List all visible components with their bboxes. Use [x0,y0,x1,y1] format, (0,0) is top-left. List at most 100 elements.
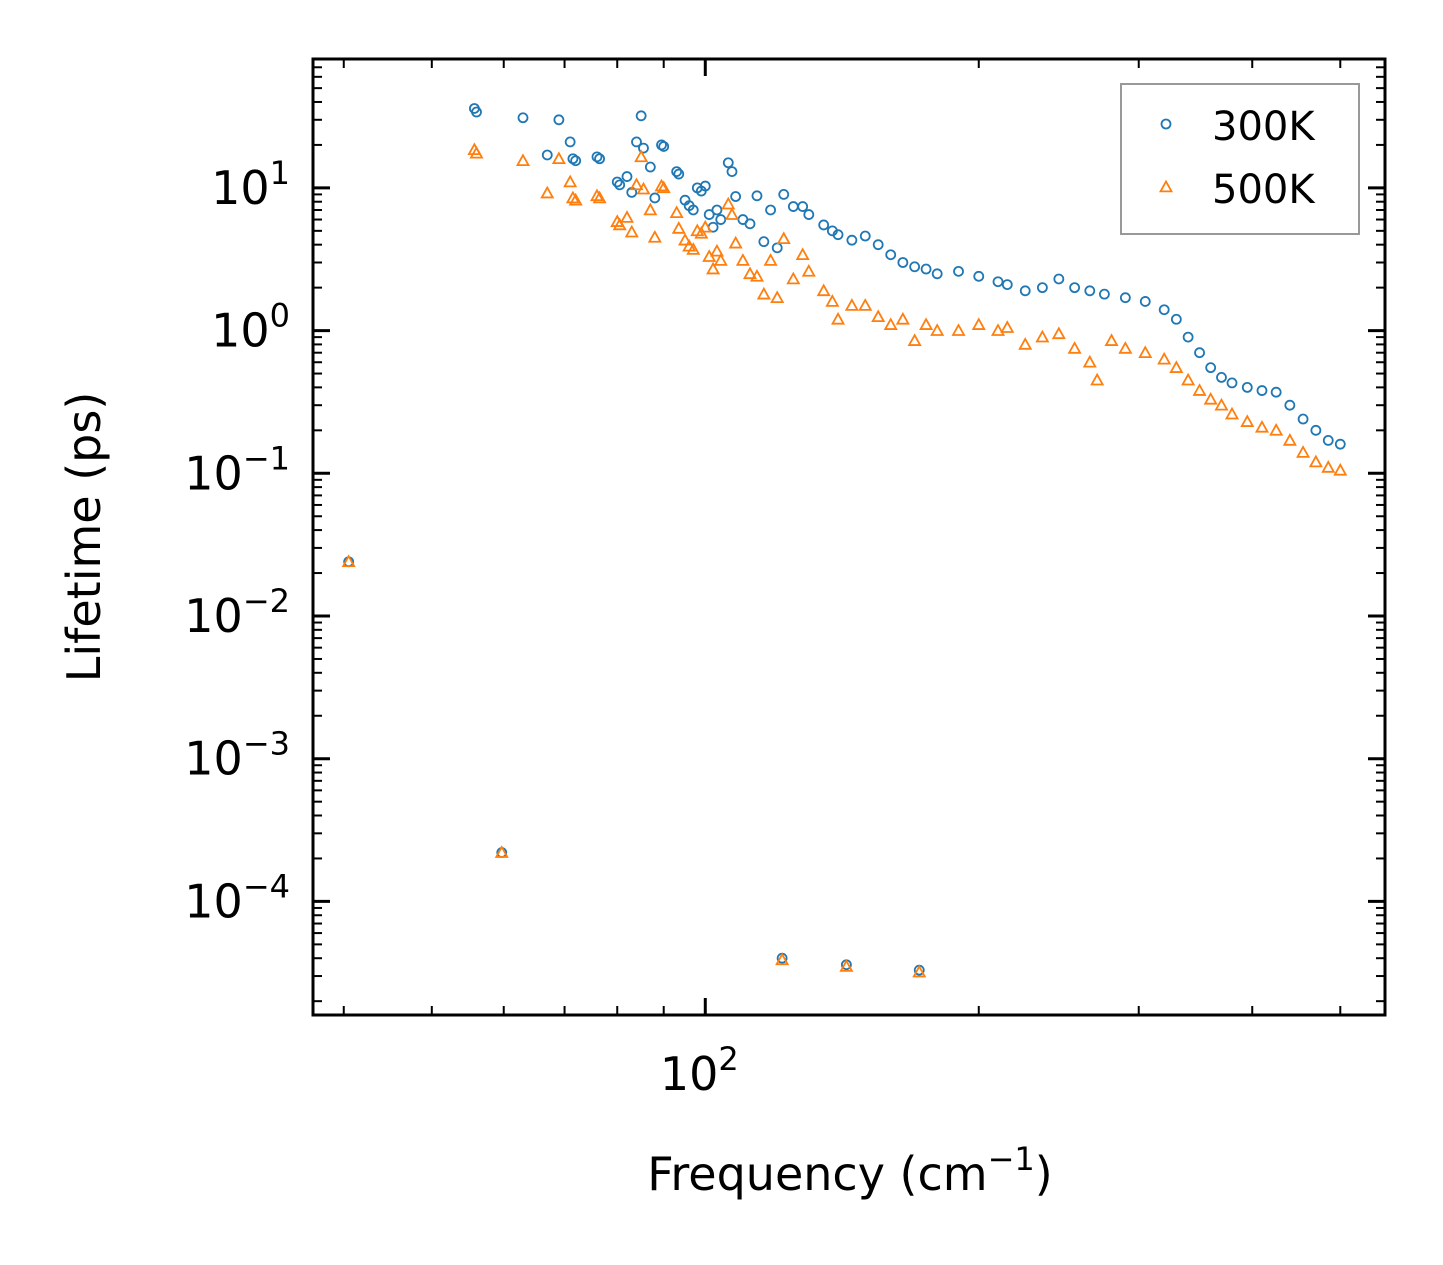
500K-point [742,266,758,280]
500K-point [1214,397,1229,411]
500K-point [656,180,671,194]
300K-point [973,270,985,282]
500K-point [1104,333,1119,346]
300K-point [1284,399,1296,411]
300K-point [711,204,723,216]
300K-point [909,261,921,273]
y-axis-title: Lifetime (ps) [57,392,111,683]
300K-point [1170,313,1182,325]
500K-point [801,264,816,277]
300K-point [1001,279,1013,291]
500K-point [1138,345,1153,358]
300K-point [638,142,649,154]
500K-point [786,271,801,285]
500K-point [706,261,721,275]
500K-point [795,247,810,261]
300K-point [726,166,738,178]
500K-point [728,235,743,249]
300K-point [778,189,790,200]
500K-point [647,230,662,243]
500K-point [951,323,966,336]
300K-point [1182,331,1194,343]
x-tick-label: 102 [660,1040,739,1101]
500K-point [551,151,566,165]
scatter-points [341,103,1348,978]
500K-point [919,317,934,330]
300K-point [1256,385,1268,396]
300K-point [699,180,711,192]
500K-point [763,253,778,266]
300K-point [703,209,715,220]
y-tick-label: 10−3 [184,725,290,786]
300K-point [1119,292,1131,304]
500K-point [629,177,644,191]
500K-point [678,232,693,246]
300K-point [631,136,642,148]
300K-point [541,149,553,161]
300K-point [1139,296,1151,307]
500K-point [1169,360,1184,373]
500K-point [756,286,771,300]
legend-marker-500K [1158,179,1174,193]
legend: 300K 500K [1120,83,1360,235]
300K-point [1270,386,1282,398]
500K-point [709,243,724,257]
500K-point [816,283,831,297]
300K-point [1334,438,1346,450]
300K-point [885,249,897,261]
y-tick-label: 101 [211,154,290,215]
500K-point [634,149,649,163]
500K-point [1282,433,1297,446]
legend-label: 500K [1212,167,1316,213]
500K-point [1254,419,1270,433]
300K-point [758,236,770,248]
300K-point [1019,285,1031,297]
500K-point [1181,372,1196,386]
500K-point [1051,326,1066,340]
300K-point [722,157,734,169]
500K-point [1082,354,1097,368]
500K-point [871,309,886,323]
500K-point [1333,462,1348,476]
y-tick-label: 10−2 [184,582,290,643]
300K-point [614,179,626,191]
500K-point [1118,341,1133,354]
500K-point [971,317,986,330]
300K-point [920,263,932,275]
300K-point [1297,413,1309,425]
300K-point [635,110,647,122]
500K-point [612,217,627,231]
300K-point [517,112,529,124]
legend-marker-300K [1160,118,1172,130]
300K-point [846,234,858,246]
500K-point [1296,445,1311,458]
plot-frame [311,57,1387,1017]
500K-point [568,192,583,206]
500K-point [831,311,846,325]
300K-point [872,239,884,251]
500K-point [1240,414,1255,427]
legend-entries: 300K 500K [1158,104,1316,213]
300K-point [1216,371,1227,383]
300K-point [1158,304,1170,316]
300K-point [797,201,809,212]
500K-point [1018,337,1033,350]
300K-point [765,204,776,216]
500K-point [469,145,484,159]
500K-point [636,181,651,195]
500K-point [540,185,555,199]
500K-point [1035,329,1050,343]
legend-box [1120,83,1360,235]
500K-point [563,174,578,188]
500K-point [770,290,785,304]
x-axis-title: Frequency (cm−1) [647,1140,1052,1201]
300K-point [1194,347,1205,359]
300K-point [658,141,670,152]
300K-point [897,257,909,268]
300K-point [803,209,815,220]
500K-point [671,221,686,234]
300K-point [1226,377,1238,389]
500K-point [694,226,709,239]
500K-point [494,845,509,858]
300K-point [656,139,667,151]
